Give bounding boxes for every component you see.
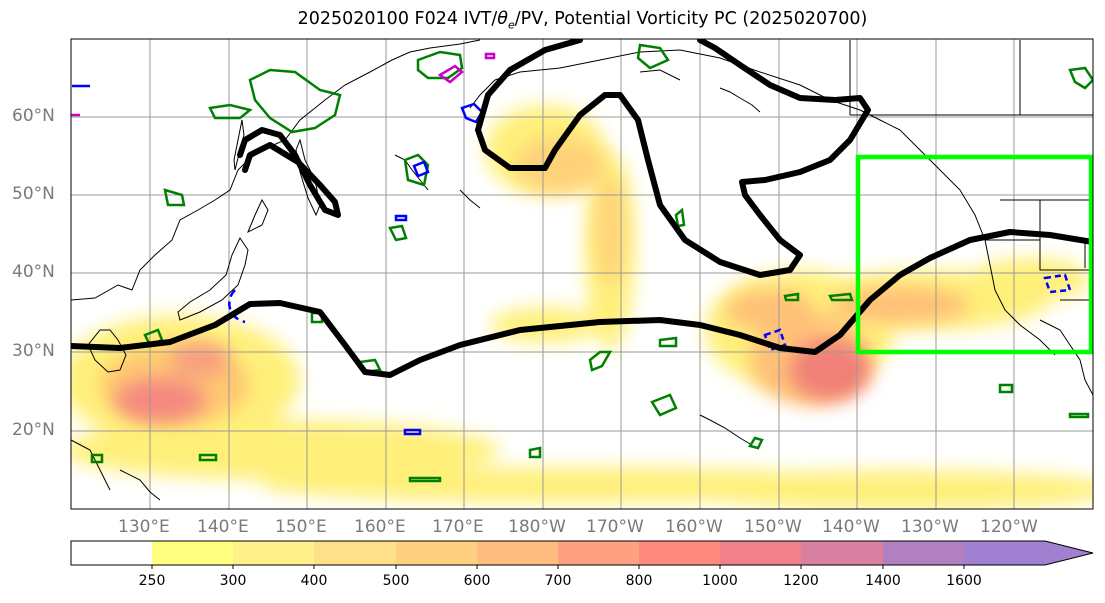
colorbar-extend-arrow — [964, 541, 1093, 565]
lat-label: 30°N — [12, 341, 55, 361]
colorbar-label: 600 — [463, 573, 491, 589]
green-contours — [90, 43, 1093, 483]
lat-label: 50°N — [12, 184, 55, 204]
title-suffix: /PV, Potential Vorticity PC (2025020700) — [514, 9, 868, 29]
title-theta-sub: e — [507, 18, 515, 32]
colorbar-segment — [477, 541, 558, 565]
colorbar — [70, 540, 1094, 569]
map-title: 2025020100 F024 IVT/θe/PV, Potential Vor… — [0, 9, 1105, 32]
colorbar-label: 250 — [138, 573, 166, 589]
colorbar-segment — [396, 541, 477, 565]
colorbar-label: 800 — [625, 573, 653, 589]
lon-label: 120°W — [980, 517, 1038, 537]
lon-label: 170°W — [586, 517, 644, 537]
lon-label: 140°E — [197, 517, 249, 537]
title-theta: θ — [497, 9, 508, 29]
lon-label: 160°W — [665, 517, 723, 537]
colorbar-segment — [639, 541, 720, 565]
colorbar-label: 700 — [544, 573, 572, 589]
colorbar-segment — [883, 541, 964, 565]
colorbar-label: 1400 — [865, 573, 901, 589]
colorbar-segment — [71, 541, 152, 565]
ivt-shading — [71, 105, 1093, 509]
colorbar-frame — [70, 540, 1094, 566]
lon-label: 130°W — [901, 517, 959, 537]
colorbar-label: 500 — [382, 573, 410, 589]
colorbar-segment — [720, 541, 801, 565]
map-area — [71, 39, 1093, 509]
lon-label: 180°W — [508, 517, 566, 537]
lat-label: 40°N — [12, 262, 55, 282]
lat-label: 20°N — [12, 420, 55, 440]
highlight-box — [855, 154, 1093, 355]
title-prefix: 2025020100 F024 IVT/ — [297, 9, 498, 29]
lon-label: 130°E — [118, 517, 170, 537]
colorbar-label: 1600 — [946, 573, 982, 589]
colorbar-segment — [801, 541, 883, 565]
map-frame — [70, 38, 1094, 510]
colorbar-label: 1000 — [702, 573, 738, 589]
magenta-contours — [71, 52, 496, 117]
lon-label: 160°E — [354, 517, 406, 537]
colorbar-label: 400 — [300, 573, 328, 589]
colorbar-segment — [314, 541, 396, 565]
lon-label: 170°E — [432, 517, 484, 537]
colorbar-label: 1200 — [783, 573, 819, 589]
colorbar-segment — [152, 541, 233, 565]
colorbar-segment — [558, 541, 639, 565]
lon-label: 150°E — [275, 517, 327, 537]
pv-contour — [71, 39, 1093, 378]
colorbar-segment — [233, 541, 314, 565]
lat-label: 60°N — [12, 106, 55, 126]
colorbar-label: 300 — [219, 573, 247, 589]
coastlines — [71, 39, 1093, 501]
lon-label: 150°W — [744, 517, 802, 537]
lon-label: 140°W — [822, 517, 880, 537]
